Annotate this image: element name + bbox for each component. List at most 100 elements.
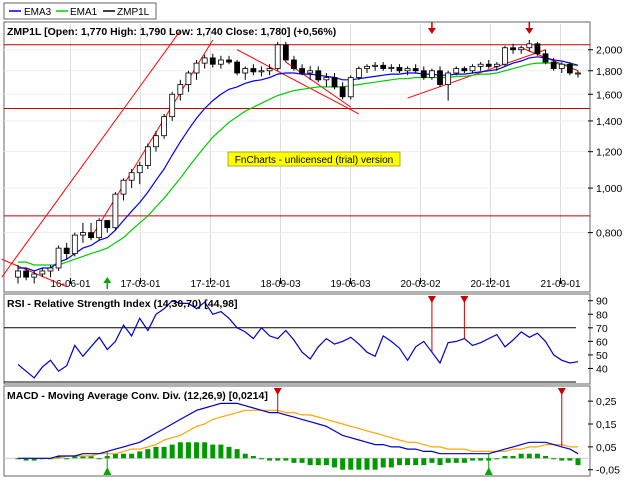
macd-histogram-bar	[526, 453, 532, 459]
macd-histogram-bar	[283, 458, 289, 461]
macd-histogram-bar	[534, 453, 540, 459]
macd-histogram-bar	[121, 453, 127, 459]
candle-down	[291, 59, 297, 69]
macd-series-line	[18, 402, 579, 459]
macd-histogram-bar	[31, 458, 37, 461]
macd-histogram-bar	[478, 458, 484, 461]
candle-up	[364, 65, 370, 69]
candle-up	[55, 247, 62, 269]
candle-down	[315, 70, 322, 81]
candle-down	[331, 77, 338, 88]
macd-histogram-bar	[88, 456, 94, 459]
macd-plot: 0,25 0,15 0,05 -0,05	[4, 388, 620, 477]
macd-histogram-bar	[518, 453, 524, 459]
macd-histogram-bar	[291, 458, 297, 463]
watermark-text: FnCharts - unlicensed (trial) version	[235, 155, 393, 166]
candle-up	[80, 232, 86, 236]
macd-panel-frame	[3, 385, 591, 477]
candle-up	[185, 72, 192, 85]
trend-line	[407, 49, 546, 99]
candle-up	[136, 165, 143, 174]
macd-histogram-bar	[258, 458, 264, 460]
y-tick-label: 1,000	[596, 183, 622, 195]
macd-histogram-bar	[234, 449, 240, 459]
macd-histogram-bar	[56, 456, 62, 459]
trend-line	[236, 49, 360, 115]
macd-histogram-bar	[315, 458, 321, 466]
legend: EMA3 EMA1 ZMP1L	[3, 2, 157, 20]
macd-histogram-bar	[332, 458, 338, 468]
y-tick-label: 1,600	[596, 89, 622, 101]
candle-up	[558, 63, 565, 69]
macd-histogram-bar	[129, 453, 135, 459]
macd-histogram-bar	[218, 444, 224, 459]
macd-histogram-bar	[437, 458, 443, 466]
macd-histogram-bar	[502, 456, 508, 459]
rsi-y-tick-label: 50	[596, 350, 608, 362]
macd-sell-marker	[273, 388, 282, 395]
x-tick-label: 18-09-03	[260, 279, 300, 290]
macd-histogram-bar	[494, 458, 500, 460]
x-tick-label: 16-06-01	[50, 279, 90, 290]
candle-down	[461, 68, 468, 72]
candle-up	[31, 273, 38, 278]
candle-up	[47, 267, 54, 272]
candle-up	[469, 65, 476, 72]
macd-histogram-bar	[210, 444, 216, 459]
candle-up	[355, 68, 362, 78]
candle-up	[128, 172, 135, 181]
macd-histogram-bar	[145, 449, 151, 459]
candle-up	[388, 67, 395, 69]
candle-up	[429, 70, 435, 78]
price-header: ZMP1L [Open: 1,770 High: 1,790 Low: 1,74…	[7, 26, 336, 38]
macd-header: MACD - Moving Average Conv. Div. (12,26,…	[7, 390, 268, 402]
legend-box	[3, 2, 157, 20]
legend-ema1-label: EMA1	[70, 7, 98, 18]
trend-line	[1, 30, 181, 278]
candle-down	[485, 63, 492, 67]
macd-histogram-bar	[185, 442, 191, 459]
candle-down	[23, 270, 30, 278]
watermark-box	[227, 151, 401, 167]
macd-histogram-bar	[445, 458, 451, 463]
macd-histogram-bar	[161, 446, 167, 459]
candle-down	[437, 70, 443, 85]
candle-down	[510, 47, 516, 51]
macd-histogram-bar	[23, 458, 29, 461]
rsi-y-tick-label: 70	[596, 323, 608, 335]
x-tick-label: 21-09-01	[540, 279, 580, 290]
x-tick-label: 20-03-02	[400, 279, 440, 290]
rsi-sell-marker	[427, 296, 436, 303]
macd-histogram-bar	[194, 442, 200, 459]
candle-up	[575, 72, 581, 75]
candle-down	[226, 59, 232, 63]
macd-histogram-bar	[364, 458, 370, 470]
y-tick-label: 2,000	[596, 45, 622, 57]
macd-buy-marker	[103, 467, 112, 475]
legend-ema3-label: EMA3	[24, 7, 52, 18]
candle-up	[307, 70, 314, 74]
candle-up	[177, 84, 184, 95]
macd-histogram-bar	[202, 442, 208, 459]
macd-histogram-bar	[559, 458, 565, 461]
candle-down	[412, 68, 419, 72]
macd-histogram-bar	[250, 456, 256, 459]
buy-arrow-marker	[103, 277, 112, 283]
candle-down	[542, 53, 549, 63]
macd-histogram-bar	[461, 458, 467, 463]
macd-histogram-bar	[242, 453, 248, 459]
candle-up	[71, 234, 78, 255]
y-tick-label: 1,200	[596, 147, 622, 159]
macd-histogram-bar	[80, 456, 86, 459]
y-tick-label: 1,800	[596, 66, 622, 78]
trend-line	[90, 39, 214, 238]
macd-histogram-bar	[421, 458, 427, 466]
macd-histogram-bar	[469, 458, 475, 461]
macd-histogram-bar	[96, 458, 102, 460]
macd-y-tick-label: 0,15	[596, 419, 617, 431]
ema1-series-line	[18, 62, 578, 266]
candle-up	[347, 77, 354, 98]
macd-sell-marker	[557, 388, 566, 395]
candle-down	[299, 68, 305, 74]
